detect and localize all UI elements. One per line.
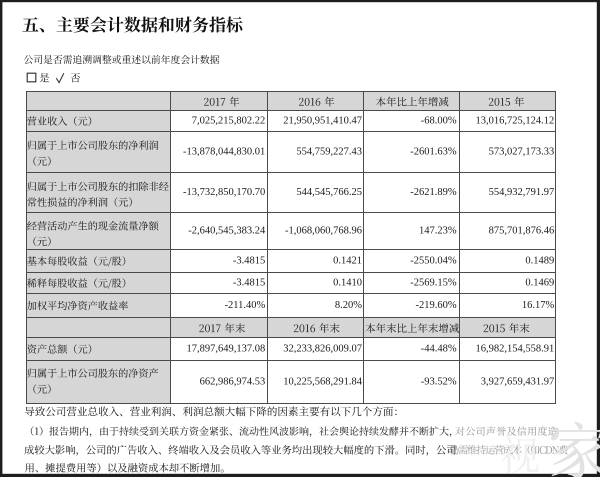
svg-text:16,982,154,558.91: 16,982,154,558.91 bbox=[476, 344, 555, 355]
svg-text:875,701,876.46: 875,701,876.46 bbox=[489, 226, 555, 237]
svg-text:0.1410: 0.1410 bbox=[333, 278, 362, 289]
svg-text:147.23%: 147.23% bbox=[419, 226, 457, 237]
svg-text:-3.4815: -3.4815 bbox=[233, 256, 265, 267]
svg-text:-219.60%: -219.60% bbox=[415, 300, 456, 311]
svg-text:17,897,649,137.08: 17,897,649,137.08 bbox=[187, 344, 266, 355]
svg-text:662,986,974.53: 662,986,974.53 bbox=[200, 377, 266, 388]
svg-text:-44.48%: -44.48% bbox=[421, 344, 457, 355]
svg-text:-3.4815: -3.4815 bbox=[233, 278, 265, 289]
svg-text:573,027,173.33: 573,027,173.33 bbox=[489, 147, 555, 158]
svg-text:0.1469: 0.1469 bbox=[525, 278, 554, 289]
svg-text:0.1421: 0.1421 bbox=[333, 256, 362, 267]
svg-text:10,225,568,291.84: 10,225,568,291.84 bbox=[283, 377, 363, 388]
svg-text:544,545,766.25: 544,545,766.25 bbox=[296, 187, 362, 198]
svg-text:32,233,826,009.07: 32,233,826,009.07 bbox=[283, 344, 362, 355]
svg-text:-2601.63%: -2601.63% bbox=[410, 147, 457, 158]
svg-text:13,016,725,124.12: 13,016,725,124.12 bbox=[476, 116, 555, 127]
svg-text:-2,640,545,383.24: -2,640,545,383.24 bbox=[188, 226, 266, 237]
svg-text:-2621.89%: -2621.89% bbox=[410, 187, 457, 198]
svg-text:554,759,227.43: 554,759,227.43 bbox=[296, 147, 362, 158]
svg-text:-2550.04%: -2550.04% bbox=[410, 256, 457, 267]
svg-text:-13,878,044,830.01: -13,878,044,830.01 bbox=[183, 147, 265, 158]
svg-text:-1,068,060,768.96: -1,068,060,768.96 bbox=[285, 226, 362, 237]
svg-text:8.20%: 8.20% bbox=[335, 300, 362, 311]
svg-text:7,025,215,802.22: 7,025,215,802.22 bbox=[192, 116, 266, 127]
svg-text:21,950,951,410.47: 21,950,951,410.47 bbox=[283, 116, 362, 127]
svg-text:-211.40%: -211.40% bbox=[225, 300, 266, 311]
svg-text:-13,732,850,170.70: -13,732,850,170.70 bbox=[183, 187, 265, 198]
svg-text:-93.52%: -93.52% bbox=[421, 377, 457, 388]
svg-text:0.1489: 0.1489 bbox=[525, 256, 554, 267]
svg-text:3,927,659,431.97: 3,927,659,431.97 bbox=[481, 377, 555, 388]
svg-text:-68.00%: -68.00% bbox=[421, 116, 457, 127]
svg-text:16.17%: 16.17% bbox=[522, 300, 555, 311]
svg-text:554,932,791.97: 554,932,791.97 bbox=[489, 187, 555, 198]
svg-text:-2569.15%: -2569.15% bbox=[410, 278, 457, 289]
